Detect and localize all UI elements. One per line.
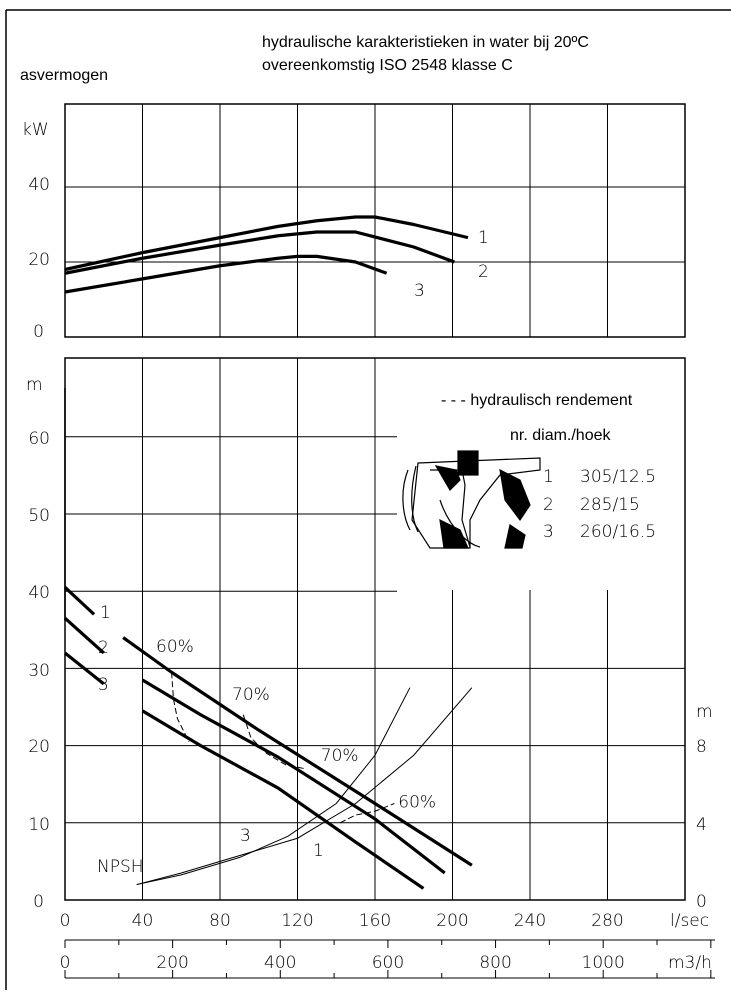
flow-m3h-axis: 0 200 400 600 800 1000 [60, 939, 715, 979]
legend-row-1-spec: 305/12.5 [580, 467, 656, 487]
flow-m3h-tick-label: 0 [60, 953, 71, 973]
power-tick-0: 0 [33, 322, 44, 342]
head-curve-2-start [63, 617, 105, 655]
head-grid [64, 358, 685, 900]
flow-ls-tick-label: 280 [591, 911, 623, 931]
power-curve-2 [64, 230, 455, 275]
npsh-curve-3 [136, 687, 411, 886]
flow-m3h-tick-label: 800 [479, 953, 511, 973]
efficiency-curves [171, 672, 395, 824]
power-panel: kW 0 20 40 1 2 3 [22, 103, 686, 342]
chart-title-line2: overeenkomstig ISO 2548 klasse C [262, 57, 513, 74]
flow-m3h-tick-label: 200 [156, 953, 188, 973]
legend-row-3-spec: 260/16.5 [580, 522, 656, 542]
power-tick-40: 40 [28, 175, 50, 195]
efficiency-line-0 [171, 672, 190, 742]
power-curve-label-3: 3 [414, 281, 425, 301]
power-curve-label-2: 2 [478, 262, 489, 282]
legend-row-3-nr: 3 [543, 522, 554, 542]
head-curve-2 [141, 678, 446, 875]
npsh-curves [136, 687, 473, 886]
head-curve-3 [141, 709, 425, 890]
head-panel-frame [64, 357, 686, 901]
flow-ls-tick-label: 80 [209, 911, 231, 931]
power-chart-label: asvermogen [20, 67, 108, 84]
flow-ls-axis: 0 40 80 120 160 200 240 280 [60, 911, 624, 931]
power-curve-label-1: 1 [478, 228, 489, 248]
power-unit: kW [22, 120, 49, 140]
efficiency-label-70-left: 70% [232, 685, 270, 705]
flow-ls-tick-label: 200 [436, 911, 468, 931]
flow-ls-tick-label: 120 [281, 911, 313, 931]
head-curve-label-3: 3 [98, 675, 109, 695]
head-tick-50: 50 [28, 506, 50, 526]
head-panel: m 0 10 20 30 40 50 60 m 8 4 0 1 2 3 60% … [26, 357, 713, 912]
head-unit: m [26, 375, 43, 395]
head-curves [63, 586, 473, 890]
power-curve-1 [64, 215, 469, 272]
head-curve-3-start [64, 651, 105, 686]
flow-ls-tick-label: 160 [359, 911, 391, 931]
legend-row-2-nr: 2 [543, 495, 554, 515]
head-tick-30: 30 [28, 661, 50, 681]
head-tick-10: 10 [28, 815, 50, 835]
efficiency-line-2 [339, 803, 395, 824]
npsh-tick-8: 8 [696, 737, 707, 757]
head-tick-60: 60 [28, 429, 50, 449]
npsh-curve-1 [136, 687, 473, 886]
flow-m3h-unit: m3/h [668, 953, 712, 973]
legend-row-1-nr: 1 [543, 467, 554, 487]
legend-table-header: nr. diam./hoek [510, 427, 612, 444]
flow-m3h-tick-label: 600 [372, 953, 404, 973]
power-tick-20: 20 [28, 250, 50, 270]
flow-axes: 0 40 80 120 160 200 240 280 l/sec 0 200 400 600 800… [60, 911, 715, 979]
flow-m3h-tick-label: 1000 [582, 953, 625, 973]
power-grid [65, 104, 685, 337]
chart-title-line1: hydraulische karakteristieken in water b… [262, 34, 589, 51]
head-curve-label-1: 1 [100, 603, 111, 623]
npsh-label: NPSH [97, 857, 144, 877]
flow-m3h-tick-label: 400 [264, 953, 296, 973]
legend-row-2-spec: 285/15 [580, 495, 640, 515]
efficiency-legend: - - - hydraulisch rendement [441, 392, 633, 409]
power-curve-3 [64, 254, 388, 294]
impeller-icon [402, 450, 541, 549]
flow-ls-tick-label: 0 [60, 911, 71, 931]
npsh-unit: m [696, 702, 713, 722]
npsh-tick-4: 4 [696, 815, 707, 835]
power-curves [64, 215, 469, 294]
efficiency-label-70-right: 70% [321, 746, 359, 766]
head-curve-label-2: 2 [98, 638, 109, 658]
flow-ls-tick-label: 240 [514, 911, 546, 931]
flow-ls-unit: l/sec [670, 911, 709, 931]
flow-ls-tick-label: 40 [132, 911, 154, 931]
npsh-curve-label-3: 3 [240, 826, 251, 846]
head-curve-1 [122, 636, 473, 867]
head-tick-40: 40 [28, 583, 50, 603]
head-tick-0: 0 [33, 892, 44, 912]
efficiency-label-60-left: 60% [156, 637, 194, 657]
efficiency-line-1 [242, 714, 306, 770]
efficiency-label-60-right: 60% [398, 792, 436, 812]
head-tick-20: 20 [28, 737, 50, 757]
head-curve-1-start [63, 586, 96, 616]
npsh-curve-label-1: 1 [313, 841, 324, 861]
npsh-tick-0: 0 [696, 892, 707, 912]
